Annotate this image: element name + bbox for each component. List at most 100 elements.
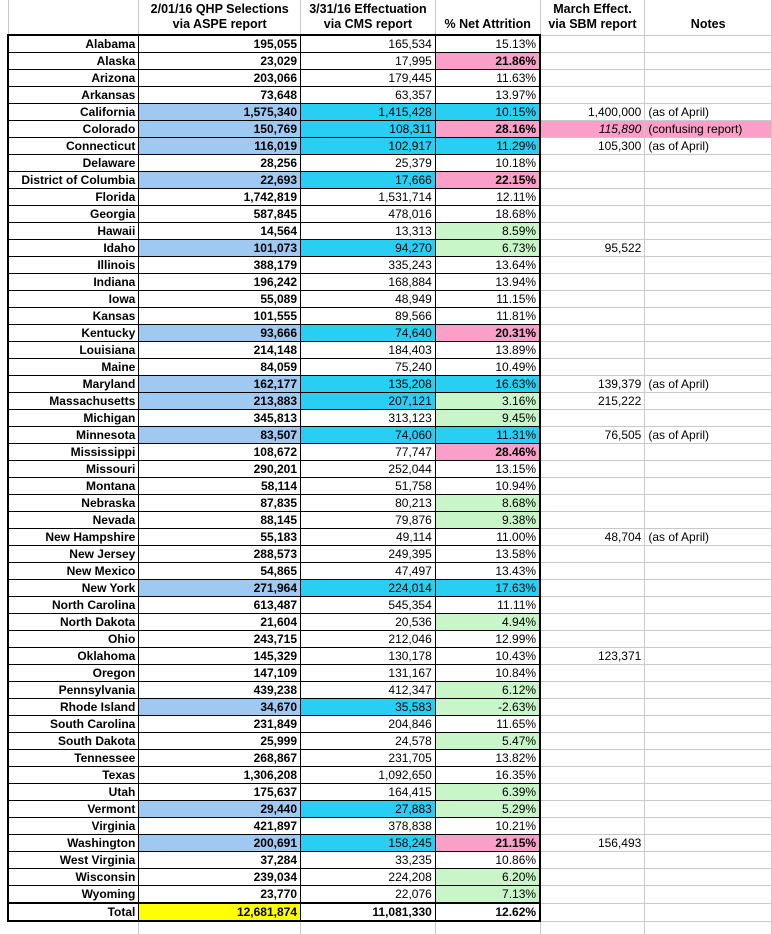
cell-state[interactable]: Minnesota xyxy=(7,426,140,444)
cell-qhp-selections[interactable]: 290,201 xyxy=(138,460,302,478)
cell-march-effectuation[interactable] xyxy=(540,273,646,291)
cell-effectuation[interactable]: 179,445 xyxy=(300,69,436,87)
cell-march-effectuation[interactable] xyxy=(540,171,646,189)
cell-march-effectuation[interactable]: 156,493 xyxy=(540,834,646,852)
cell-qhp-selections[interactable]: 21,604 xyxy=(138,613,302,631)
cell-march-effectuation[interactable] xyxy=(540,715,646,733)
cell-effectuation[interactable]: 49,114 xyxy=(300,528,436,546)
cell-effectuation[interactable]: 108,311 xyxy=(300,120,436,138)
cell-march-effectuation[interactable] xyxy=(540,341,646,359)
cell-attrition[interactable]: 13.64% xyxy=(434,256,542,274)
cell-state[interactable]: Tennessee xyxy=(7,749,140,767)
cell-attrition[interactable]: 12.62% xyxy=(434,902,542,922)
cell-attrition[interactable]: 6.73% xyxy=(434,239,542,257)
cell-note[interactable]: (as of April) xyxy=(644,528,772,546)
cell-attrition[interactable]: 13.94% xyxy=(434,273,542,291)
cell-effectuation[interactable]: 25,379 xyxy=(300,154,436,172)
cell-state[interactable]: Kansas xyxy=(7,307,140,325)
cell-state[interactable]: Vermont xyxy=(7,800,140,818)
cell-march-effectuation[interactable] xyxy=(540,409,646,427)
cell-note[interactable] xyxy=(644,188,772,206)
cell-march-effectuation[interactable] xyxy=(540,613,646,631)
cell-note[interactable] xyxy=(644,579,772,597)
cell-effectuation[interactable]: 24,578 xyxy=(300,732,436,750)
cell-march-effectuation[interactable] xyxy=(540,681,646,699)
cell-attrition[interactable]: 10.86% xyxy=(434,851,542,869)
cell-attrition[interactable]: 22.15% xyxy=(434,171,542,189)
cell-note[interactable] xyxy=(644,35,772,53)
cell-note[interactable] xyxy=(644,307,772,325)
cell-note[interactable] xyxy=(644,494,772,512)
cell-march-effectuation[interactable] xyxy=(540,86,646,104)
cell-effectuation[interactable]: 11,081,330 xyxy=(300,902,436,922)
cell-attrition[interactable]: 6.20% xyxy=(434,868,542,886)
cell-note[interactable] xyxy=(644,273,772,291)
header-notes[interactable]: Notes xyxy=(644,0,772,36)
cell-march-effectuation[interactable] xyxy=(540,477,646,495)
cell-attrition[interactable]: 9.45% xyxy=(434,409,542,427)
cell-state[interactable]: California xyxy=(7,103,140,121)
cell-march-effectuation[interactable] xyxy=(540,222,646,240)
cell-note[interactable] xyxy=(644,239,772,257)
cell-effectuation[interactable]: 252,044 xyxy=(300,460,436,478)
cell-effectuation[interactable]: 131,167 xyxy=(300,664,436,682)
cell-note[interactable] xyxy=(644,545,772,563)
cell-state[interactable]: Mississippi xyxy=(7,443,140,461)
cell-state[interactable]: District of Columbia xyxy=(7,171,140,189)
cell-qhp-selections[interactable]: 34,670 xyxy=(138,698,302,716)
cell-state[interactable]: Nevada xyxy=(7,511,140,529)
header-state[interactable] xyxy=(7,0,140,36)
cell-state[interactable]: Oregon xyxy=(7,664,140,682)
cell-effectuation[interactable]: 184,403 xyxy=(300,341,436,359)
cell-qhp-selections[interactable]: 101,073 xyxy=(138,239,302,257)
cell-note[interactable]: (as of April) xyxy=(644,426,772,444)
cell-state[interactable]: Kentucky xyxy=(7,324,140,342)
cell-note[interactable] xyxy=(644,52,772,70)
cell-note[interactable] xyxy=(644,392,772,410)
cell-effectuation[interactable]: 545,354 xyxy=(300,596,436,614)
cell-effectuation[interactable]: 1,531,714 xyxy=(300,188,436,206)
cell-march-effectuation[interactable] xyxy=(540,307,646,325)
cell-note[interactable] xyxy=(644,290,772,308)
cell-state[interactable]: Arizona xyxy=(7,69,140,87)
cell-qhp-selections[interactable]: 83,507 xyxy=(138,426,302,444)
cell-march-effectuation[interactable]: 115,890 xyxy=(540,120,646,138)
cell-qhp-selections[interactable]: 1,575,340 xyxy=(138,103,302,121)
cell-note[interactable]: (as of April) xyxy=(644,137,772,155)
cell-note[interactable] xyxy=(644,171,772,189)
cell-state[interactable]: Hawaii xyxy=(7,222,140,240)
cell-note[interactable]: (as of April) xyxy=(644,103,772,121)
cell-qhp-selections[interactable]: 243,715 xyxy=(138,630,302,648)
cell-note[interactable] xyxy=(644,800,772,818)
cell-attrition[interactable]: 16.35% xyxy=(434,766,542,784)
cell-effectuation[interactable]: 378,838 xyxy=(300,817,436,835)
cell-attrition[interactable]: 11.11% xyxy=(434,596,542,614)
cell-note[interactable] xyxy=(644,562,772,580)
cell-qhp-selections[interactable]: 388,179 xyxy=(138,256,302,274)
cell-note[interactable] xyxy=(644,324,772,342)
cell-qhp-selections[interactable]: 87,835 xyxy=(138,494,302,512)
cell-qhp-selections[interactable]: 271,964 xyxy=(138,579,302,597)
cell-attrition[interactable]: 11.15% xyxy=(434,290,542,308)
cell-effectuation[interactable]: 13,313 xyxy=(300,222,436,240)
cell-note[interactable] xyxy=(644,511,772,529)
cell-effectuation[interactable]: 1,415,428 xyxy=(300,103,436,121)
cell-note[interactable] xyxy=(644,222,772,240)
cell-attrition[interactable]: 11.31% xyxy=(434,426,542,444)
cell-march-effectuation[interactable] xyxy=(540,154,646,172)
cell-note[interactable] xyxy=(644,681,772,699)
cell-qhp-selections[interactable]: 73,648 xyxy=(138,86,302,104)
cell-attrition[interactable]: 5.29% xyxy=(434,800,542,818)
cell-note[interactable] xyxy=(644,885,772,904)
cell-qhp-selections[interactable]: 101,555 xyxy=(138,307,302,325)
cell-march-effectuation[interactable] xyxy=(540,562,646,580)
cell-attrition[interactable]: 18.68% xyxy=(434,205,542,223)
cell-march-effectuation[interactable] xyxy=(540,358,646,376)
cell-march-effectuation[interactable] xyxy=(540,851,646,869)
cell-march-effectuation[interactable] xyxy=(540,800,646,818)
cell-march-effectuation[interactable] xyxy=(540,52,646,70)
cell-attrition[interactable]: 8.59% xyxy=(434,222,542,240)
cell-state[interactable]: New York xyxy=(7,579,140,597)
cell-state[interactable]: North Carolina xyxy=(7,596,140,614)
cell-effectuation[interactable]: 22,076 xyxy=(300,885,436,904)
